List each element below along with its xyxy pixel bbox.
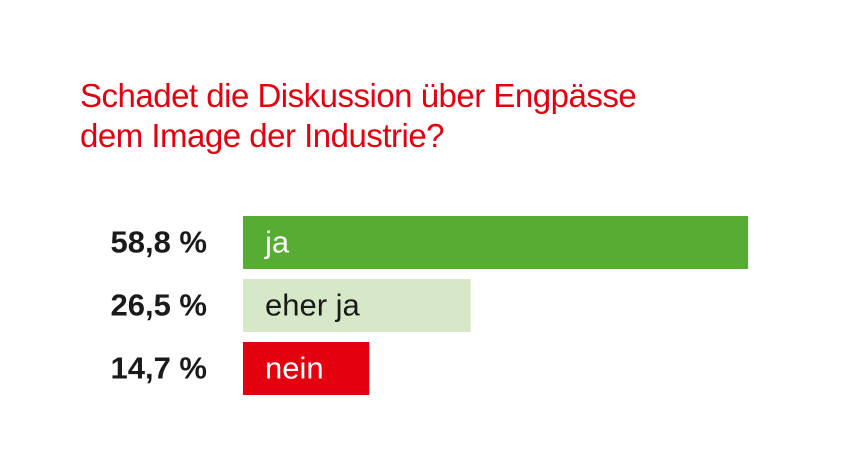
category-label: eher ja xyxy=(265,288,361,323)
bar xyxy=(243,279,471,332)
chart-title: Schadet die Diskussion über Engpässe dem… xyxy=(80,77,637,154)
value-label: 26,5 % xyxy=(110,288,207,323)
category-label: ja xyxy=(264,225,290,260)
value-label: 58,8 % xyxy=(110,225,207,260)
value-label: 14,7 % xyxy=(110,351,207,386)
bar xyxy=(243,216,749,269)
category-label: nein xyxy=(265,351,324,386)
bar xyxy=(243,342,370,395)
